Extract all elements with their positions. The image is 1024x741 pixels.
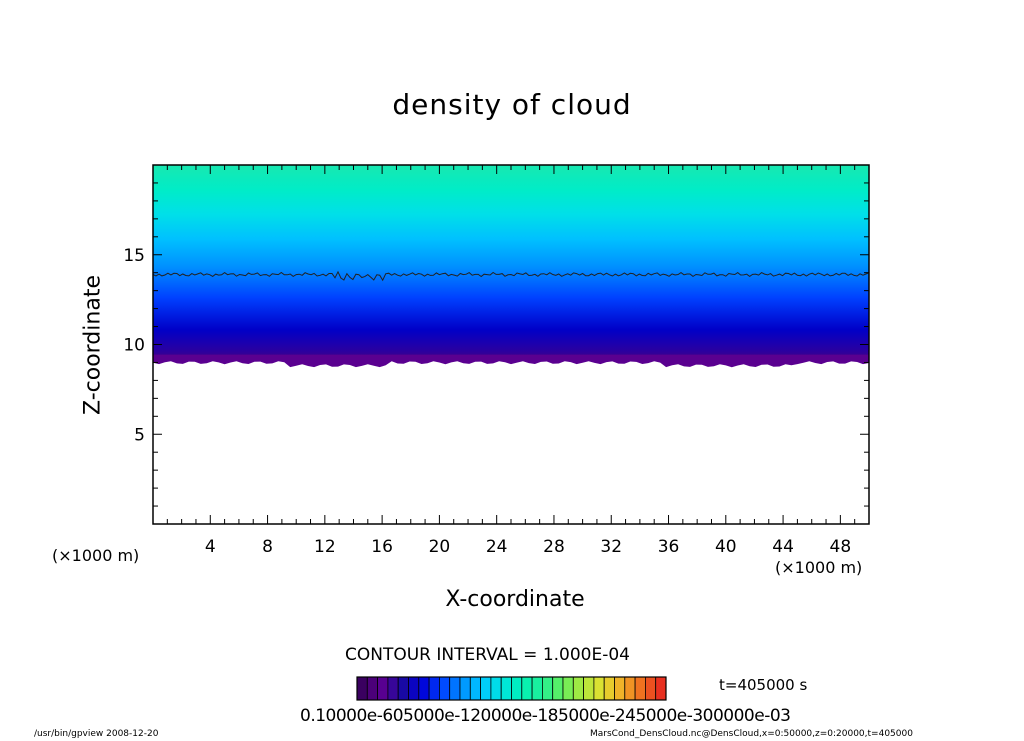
colorbar: [356, 676, 667, 701]
colorbar-cell: [449, 676, 461, 701]
colorbar-cell: [521, 676, 533, 701]
colorbar-cell: [531, 676, 543, 701]
x-axis-label: X-coordinate: [445, 587, 585, 612]
x-tick-label: 24: [486, 537, 508, 557]
colorbar-cell: [459, 676, 471, 701]
x-tick-label: 28: [543, 537, 565, 557]
colorbar-cell: [428, 676, 440, 701]
x-tick-label: 8: [262, 537, 273, 557]
x-unit-label: (×1000 m): [52, 546, 140, 565]
colorbar-cell: [603, 676, 615, 701]
x-axis: 4 8 12 16 20 24 28 32 36 40 44 48: [166, 165, 856, 557]
x-tick-label: 36: [658, 537, 680, 557]
colorbar-cell: [614, 676, 626, 701]
colorbar-cell: [469, 676, 481, 701]
y-tick-label: 10: [123, 336, 145, 356]
x-tick-label: 20: [429, 537, 451, 557]
x-tick-label: 48: [830, 537, 852, 557]
colorbar-cell: [583, 676, 595, 701]
y-tick-label: 15: [123, 246, 145, 266]
x-tick-label: 16: [371, 537, 393, 557]
x-tick-label: 4: [205, 537, 216, 557]
cloud-layer: [153, 165, 869, 361]
contour-lines: [152, 270, 870, 282]
colorbar-cell: [438, 676, 451, 701]
colorbar-cell: [366, 676, 378, 701]
colorbar-labels: 0.10000e-605000e-120000e-185000e-245000e…: [300, 706, 791, 726]
colorbar-cell: [645, 676, 657, 701]
x-tick-label: 12: [314, 537, 336, 557]
footer-left: /usr/bin/gpview 2008-12-20: [34, 729, 159, 739]
colorbar-cell: [408, 676, 420, 701]
x-tick-label: 32: [600, 537, 622, 557]
colorbar-cell: [634, 676, 646, 701]
y-tick-label: 5: [134, 425, 145, 445]
contour-line: [152, 270, 870, 282]
colorbar-cell: [480, 676, 492, 701]
colorbar-cell: [655, 676, 667, 701]
x-tick-label: 44: [772, 537, 794, 557]
colorbar-cell: [552, 676, 564, 701]
y-axis-label: Z-coordinate: [80, 275, 106, 415]
colorbar-cell: [490, 676, 502, 701]
contour-interval: CONTOUR INTERVAL = 1.000E-04: [345, 645, 630, 665]
y-axis: 5 10 15: [123, 182, 869, 507]
colorbar-cell: [377, 676, 389, 701]
colorbar-cell: [542, 676, 554, 701]
colorbar-cell: [418, 676, 430, 701]
colorbar-cell: [562, 676, 574, 701]
density-field: [153, 165, 869, 368]
chart-title: density of cloud: [392, 88, 632, 121]
footer-right: MarsCond_DensCloud.nc@DensCloud,x=0:5000…: [590, 729, 913, 739]
colorbar-cell: [500, 676, 512, 701]
time-stamp: t=405000 s: [719, 676, 808, 694]
colorbar-cell: [572, 676, 584, 701]
cloud-base: [153, 354, 869, 368]
y-unit-label: (×1000 m): [775, 558, 863, 577]
colorbar-cell: [387, 676, 399, 701]
x-tick-label: 40: [715, 537, 737, 557]
colorbar-cell: [593, 676, 605, 701]
colorbar-cell: [511, 676, 523, 701]
colorbar-cell: [397, 676, 409, 701]
colorbar-cell: [624, 676, 636, 701]
colorbar-frame: [356, 676, 667, 701]
colorbar-cell: [356, 676, 368, 701]
